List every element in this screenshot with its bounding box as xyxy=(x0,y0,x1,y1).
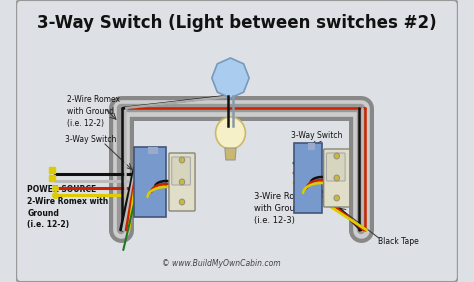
Polygon shape xyxy=(225,148,236,160)
Text: 3-Wire Romex
with Ground
(i.e. 12-3): 3-Wire Romex with Ground (i.e. 12-3) xyxy=(254,192,312,224)
Text: 3-Way Switch: 3-Way Switch xyxy=(64,135,116,144)
Circle shape xyxy=(216,117,246,149)
FancyBboxPatch shape xyxy=(169,153,195,211)
FancyBboxPatch shape xyxy=(172,157,191,185)
Text: 3-Way Switch (Light between switches #2): 3-Way Switch (Light between switches #2) xyxy=(37,14,437,32)
Polygon shape xyxy=(212,58,249,98)
Polygon shape xyxy=(308,143,315,150)
Text: POWER SOURCE
2-Wire Romex with
Ground
(i.e. 12-2): POWER SOURCE 2-Wire Romex with Ground (i… xyxy=(27,185,109,229)
FancyBboxPatch shape xyxy=(135,147,166,217)
FancyBboxPatch shape xyxy=(294,143,322,213)
Circle shape xyxy=(179,199,185,205)
Text: © www.BuildMyOwnCabin.com: © www.BuildMyOwnCabin.com xyxy=(162,259,281,268)
Text: Black Tape: Black Tape xyxy=(378,237,419,246)
Circle shape xyxy=(334,175,339,181)
FancyBboxPatch shape xyxy=(16,0,458,282)
Circle shape xyxy=(179,157,185,163)
FancyBboxPatch shape xyxy=(327,153,345,181)
Text: 2-Wire Romex
with Ground
(i.e. 12-2): 2-Wire Romex with Ground (i.e. 12-2) xyxy=(67,95,120,127)
Text: 3-Way Switch: 3-Way Switch xyxy=(291,131,342,140)
Circle shape xyxy=(179,179,185,185)
FancyBboxPatch shape xyxy=(324,149,350,207)
Polygon shape xyxy=(148,147,158,154)
Circle shape xyxy=(334,153,339,159)
Circle shape xyxy=(334,195,339,201)
